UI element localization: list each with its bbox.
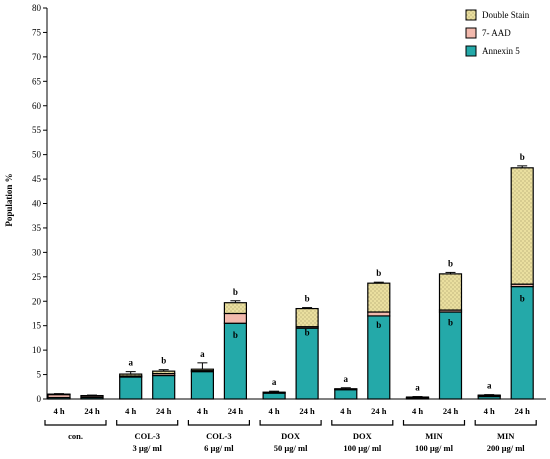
y-tick-label: 60 (32, 101, 42, 111)
significance-label: b (376, 268, 381, 278)
significance-label: b (305, 294, 310, 304)
bar-annexin-5 (510, 285, 534, 400)
annotations: a b a b b a b b a b b a b b a b b (128, 152, 524, 393)
significance-label-inner: b (233, 330, 238, 340)
group-label: DOX (353, 431, 373, 441)
y-tick-label: 40 (32, 199, 42, 209)
y-tick-label: 70 (32, 52, 42, 62)
bar-double-stain (152, 370, 176, 375)
x-axis: 4 h 24 h 4 h 24 h 4 h 24 h 4 h 24 h 4 h 24 h 4 h 24… (44, 406, 537, 453)
y-tick-label: 45 (32, 174, 42, 184)
group-label: COL-3 (134, 431, 160, 441)
x-tick-label: 4 h (197, 406, 208, 416)
group-bracket (116, 420, 179, 426)
bar-double-stain (510, 167, 534, 285)
bar-annexin-5 (190, 371, 214, 400)
group-sublabel: 100 µg/ ml (415, 443, 454, 453)
group-sublabel: 3 µg/ ml (132, 443, 162, 453)
bar-double-stain (223, 302, 247, 315)
y-tick-label: 50 (32, 150, 42, 160)
significance-label: b (448, 258, 453, 268)
y-tick-label: 20 (32, 296, 42, 306)
axes: 0 5 10 15 20 25 30 35 40 45 50 55 60 65 70 75 80 (32, 3, 546, 404)
bar-double-stain (438, 273, 463, 311)
significance-label: a (272, 377, 277, 387)
y-tick-label: 35 (32, 223, 42, 233)
x-tick-label: 24 h (371, 406, 387, 416)
x-tick-label: 4 h (125, 406, 136, 416)
y-tick-label: 5 (37, 370, 42, 380)
group-bracket (44, 420, 107, 426)
x-tick-label: 4 h (412, 406, 423, 416)
x-tick-label: 24 h (156, 406, 172, 416)
x-tick-label: 4 h (269, 406, 280, 416)
y-tick-label: 75 (32, 27, 42, 37)
significance-label: b (233, 287, 238, 297)
y-tick-label: 55 (32, 125, 42, 135)
bar-annexin-5 (152, 374, 176, 400)
bar-double-stain (119, 373, 143, 377)
y-tick-label: 25 (32, 272, 42, 282)
y-tick-label: 0 (37, 394, 42, 404)
x-tick-label: 24 h (299, 406, 315, 416)
bar-double-stain (295, 307, 319, 328)
group-sublabel: 50 µg/ ml (274, 443, 308, 453)
significance-label: a (415, 383, 420, 393)
x-tick-label: 24 h (443, 406, 459, 416)
group-label: con. (68, 431, 83, 441)
y-tick-label: 65 (32, 76, 42, 86)
significance-label: b (520, 152, 525, 162)
group-sublabel: 100 µg/ ml (343, 443, 382, 453)
legend-swatch-annexin-5 (465, 45, 477, 57)
x-tick-label: 24 h (84, 406, 100, 416)
group-bracket (259, 420, 322, 426)
bar-annexin-5 (295, 327, 319, 400)
y-tick-label: 30 (32, 247, 42, 257)
group-bracket (187, 420, 250, 426)
group-label: MIN (425, 431, 443, 441)
x-tick-label: 4 h (340, 406, 351, 416)
legend-label-annexin-5: Annexin 5 (482, 46, 520, 56)
legend-label-7-aad: 7- AAD (482, 28, 511, 38)
x-tick-label: 4 h (484, 406, 495, 416)
y-tick-label: 80 (32, 3, 42, 13)
group-bracket (474, 420, 537, 426)
group-label: COL-3 (206, 431, 232, 441)
bar-annexin-5 (262, 392, 286, 400)
significance-label-inner: b (376, 320, 381, 330)
y-tick-label: 10 (32, 345, 42, 355)
y-axis-label: Population % (4, 173, 14, 226)
significance-label-inner: b (520, 293, 525, 303)
legend: Double Stain 7- AAD Annexin 5 (465, 9, 530, 57)
significance-label-inner: b (448, 318, 453, 328)
bar-annexin-5 (119, 376, 143, 400)
group-sublabel: 6 µg/ ml (204, 443, 234, 453)
bar-double-stain (367, 282, 391, 313)
bar-7-aad (223, 312, 247, 324)
significance-label: a (344, 374, 349, 384)
legend-label-double-stain: Double Stain (482, 10, 530, 20)
significance-label: a (128, 358, 133, 368)
group-label: DOX (281, 431, 301, 441)
bar-annexin-5 (334, 389, 358, 400)
bars (47, 165, 534, 400)
group-bracket (402, 420, 466, 426)
group-sublabel: 200 µg/ ml (487, 443, 526, 453)
significance-label-inner: b (305, 327, 310, 337)
group-bracket (331, 420, 394, 426)
significance-label: a (200, 349, 205, 359)
x-tick-label: 4 h (53, 406, 64, 416)
x-tick-label: 24 h (515, 406, 531, 416)
legend-swatch-7-aad (465, 27, 477, 39)
legend-swatch-double-stain (465, 9, 477, 21)
significance-label: b (161, 356, 166, 366)
group-label: MIN (497, 431, 515, 441)
significance-label: a (487, 381, 492, 391)
bar-double-stain (190, 368, 214, 372)
y-tick-label: 15 (32, 321, 42, 331)
x-tick-label: 24 h (228, 406, 244, 416)
